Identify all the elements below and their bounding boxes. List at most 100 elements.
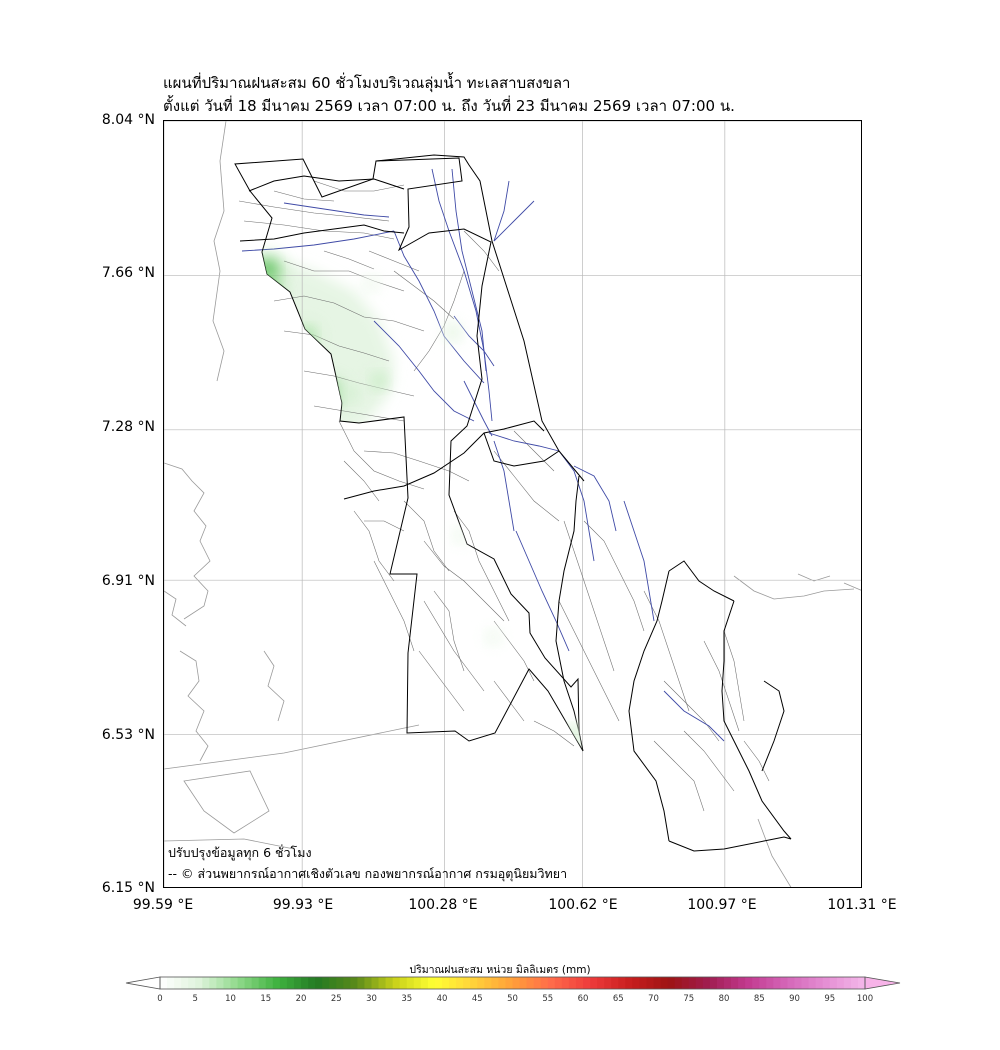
- colorbar-tick-label: 35: [401, 994, 413, 1004]
- rain-cell-halo: [280, 351, 308, 379]
- colorbar-cell: [540, 977, 549, 989]
- colorbar-cell: [505, 977, 513, 989]
- stream-network: [238, 180, 770, 812]
- colorbar-cell: [618, 977, 626, 989]
- rainfall-layer: [254, 241, 789, 826]
- colorbar-cell: [568, 977, 577, 989]
- colorbar-cell: [850, 977, 859, 989]
- map-canvas: [164, 121, 861, 887]
- colorbar-tick-label: 55: [542, 994, 554, 1004]
- colorbar-tick-label: 90: [789, 994, 800, 1004]
- colorbar-tick-label: 80: [718, 994, 730, 1004]
- colorbar-cell: [167, 977, 175, 989]
- graticule: [164, 121, 861, 887]
- colorbar-cell: [667, 977, 676, 989]
- lon-label: 99.93 °E: [272, 897, 334, 913]
- colorbar-tick-label: 100: [856, 994, 874, 1004]
- colorbar-cell: [322, 977, 330, 989]
- colorbar-cell: [336, 977, 344, 989]
- lon-label: 100.62 °E: [548, 897, 618, 913]
- colorbar-cell: [357, 977, 365, 989]
- colorbar-cell: [646, 977, 654, 989]
- colorbar-cell: [695, 977, 704, 989]
- lat-label: 7.28 °N: [101, 419, 155, 435]
- colorbar-cell: [308, 977, 316, 989]
- colorbar-cell: [815, 977, 824, 989]
- colorbar-cell: [590, 977, 598, 989]
- colorbar-cell: [801, 977, 809, 989]
- colorbar-tick-label: 20: [295, 994, 307, 1004]
- map-title-line2: ตั้งแต่ วันที่ 18 มีนาคม 2569 เวลา 07:00…: [163, 97, 735, 115]
- map-title-line1: แผนที่ปริมาณฝนสะสม 60 ชั่วโมงบริเวณลุ่มน…: [163, 74, 571, 92]
- colorbar-cell: [731, 977, 739, 989]
- colorbar-tick-label: 50: [507, 994, 518, 1004]
- colorbar-high-extend: [864, 976, 901, 990]
- colorbar-cell: [477, 977, 485, 989]
- colorbar-cell: [491, 977, 499, 989]
- colorbar-cell: [583, 977, 591, 989]
- colorbar-cell: [808, 977, 817, 989]
- colorbar-cell: [329, 977, 337, 989]
- lon-label: 99.59 °E: [132, 897, 194, 913]
- colorbar-cell: [519, 977, 527, 989]
- rain-cell: [298, 328, 314, 345]
- colorbar-tick-label: 95: [824, 994, 836, 1004]
- colorbar-cell: [427, 977, 436, 989]
- colorbar-cell: [442, 977, 450, 989]
- colorbar-cell: [512, 977, 520, 989]
- colorbar-cell: [399, 977, 408, 989]
- colorbar-tick-label: 25: [330, 994, 342, 1004]
- rain-cell-halo: [243, 275, 284, 316]
- rain-cell: [454, 529, 467, 542]
- colorbar-cell: [547, 977, 556, 989]
- colorbar-cell: [498, 977, 506, 989]
- colorbar-tick-label: 5: [192, 994, 198, 1004]
- rain-cell-halo: [290, 320, 322, 352]
- colorbar-cell: [343, 977, 351, 989]
- update-note: ปรับปรุงข้อมูลทุก 6 ชั่วโมง: [168, 845, 312, 860]
- colorbar-tick-label: 10: [225, 994, 236, 1004]
- basin-boundaries: [234, 154, 792, 852]
- lat-label: 8.04 °N: [101, 112, 155, 128]
- colorbar: [125, 976, 901, 990]
- colorbar-title: ปริมาณฝนสะสม หน่วย มิลลิเมตร (mm): [409, 964, 591, 976]
- colorbar-cell: [301, 977, 309, 989]
- colorbar-cell: [660, 977, 668, 989]
- rain-wash-south: [724, 711, 789, 826]
- colorbar-cell: [554, 977, 563, 989]
- rain-cell: [344, 386, 358, 401]
- colorbar-cell: [674, 977, 683, 989]
- lon-label: 100.28 °E: [408, 897, 478, 913]
- colorbar-cell: [822, 977, 831, 989]
- colorbar-tick-label: 75: [683, 994, 695, 1004]
- colorbar-cell: [364, 977, 372, 989]
- colorbar-cell: [244, 977, 253, 989]
- colorbar-cell: [279, 977, 288, 989]
- rain-cell: [287, 358, 301, 372]
- colorbar-cell: [829, 977, 838, 989]
- colorbar-cell: [738, 977, 746, 989]
- lat-label: 6.53 °N: [101, 727, 155, 743]
- colorbar-tick-label: 30: [366, 994, 377, 1004]
- colorbar-cell: [716, 977, 725, 989]
- rain-cell: [446, 326, 459, 339]
- river-network: [241, 168, 725, 742]
- colorbar-low-extend: [125, 976, 161, 990]
- colorbar-tick-label: 0: [157, 994, 163, 1004]
- colorbar-cell: [293, 977, 302, 989]
- colorbar-cell: [773, 977, 781, 989]
- colorbar-cell: [575, 977, 584, 989]
- colorbar-cell: [456, 977, 464, 989]
- colorbar-cell: [702, 977, 711, 989]
- colorbar-tick-label: 65: [612, 994, 624, 1004]
- colorbar-cell: [843, 977, 852, 989]
- colorbar-cell: [350, 977, 358, 989]
- colorbar-cell: [561, 977, 570, 989]
- colorbar-cell: [174, 977, 182, 989]
- colorbar-cell: [484, 977, 492, 989]
- colorbar-cell: [413, 977, 422, 989]
- rain-cell-halo: [760, 802, 788, 830]
- colorbar-cell: [378, 977, 386, 989]
- colorbar-cell: [286, 977, 295, 989]
- colorbar-cell: [449, 977, 457, 989]
